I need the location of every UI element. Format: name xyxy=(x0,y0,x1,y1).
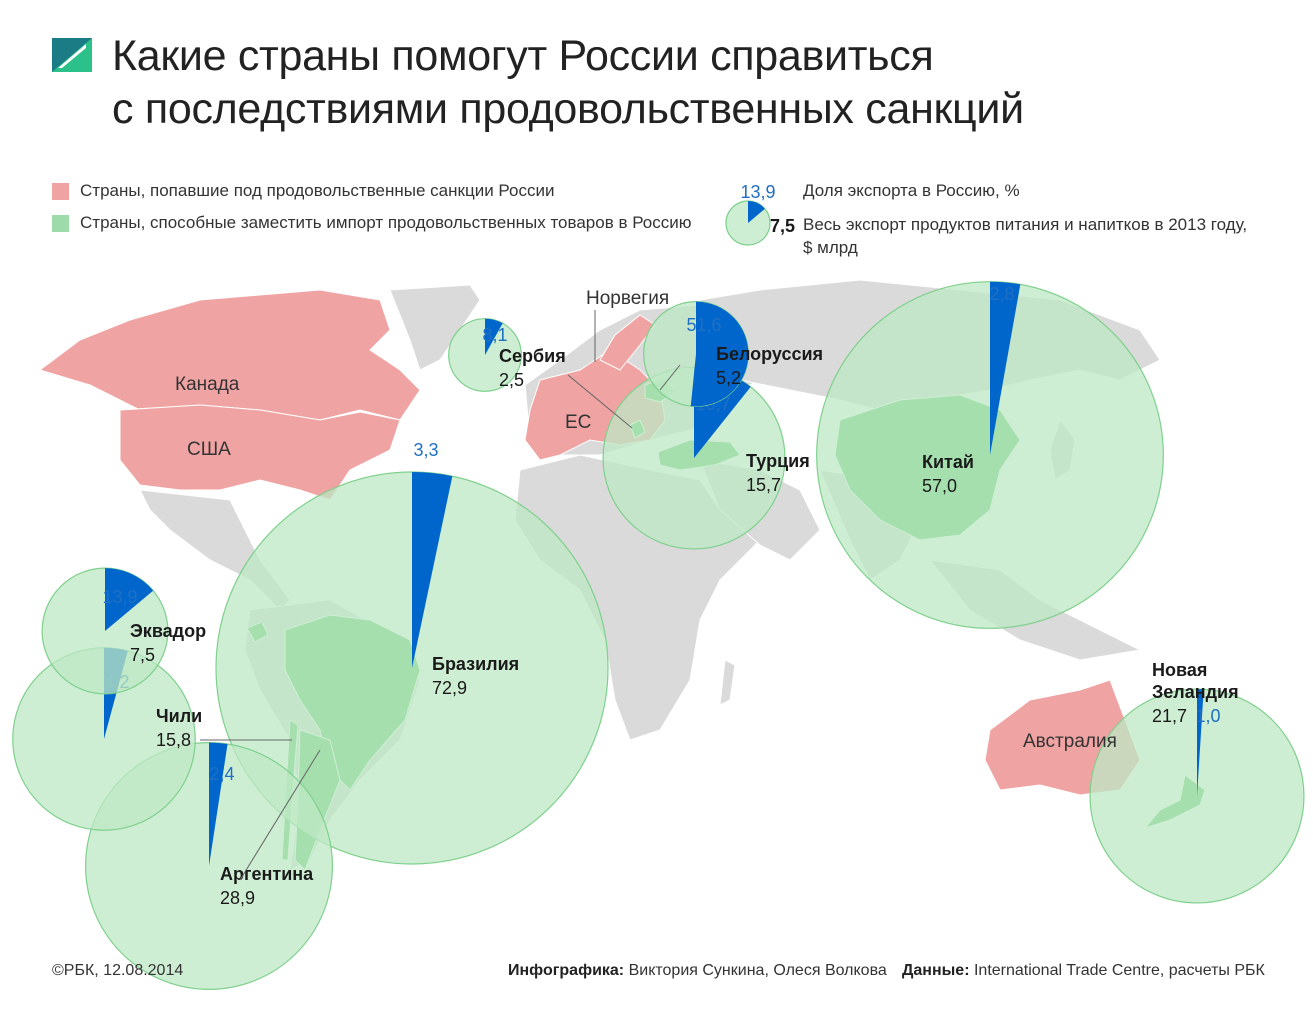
country-4-name-label: Чили xyxy=(156,706,202,726)
country-2-name-label: Аргентина xyxy=(220,864,314,884)
country-1-total-label: 57,0 xyxy=(922,476,957,496)
label-norway: Норвегия xyxy=(586,288,669,309)
argentina-leader xyxy=(239,749,321,881)
country-3-name-line2: Зеландия xyxy=(1152,682,1239,702)
madagascar-shape xyxy=(719,659,736,706)
title-line-1: Какие страны помогут России справиться xyxy=(112,32,934,80)
country-0-share-label: 3,3 xyxy=(413,440,438,460)
country-7-total-label: 5,2 xyxy=(716,368,741,388)
country-8-share-label: 8,1 xyxy=(482,325,507,345)
country-3-name-line1: Новая xyxy=(1152,660,1207,680)
country-8-share-slice xyxy=(485,318,503,355)
country-8-name-label: Сербия xyxy=(499,346,566,366)
sanctioned-regions xyxy=(38,289,1141,796)
export-bubbles: 3,3 Бразилия 72,9 2,8 Китай 57,0 2,4 Аргентина 2… xyxy=(12,281,1305,991)
country-3-share-slice xyxy=(1197,689,1204,796)
country-pie-5: 10,7Турция15,7 xyxy=(602,366,810,550)
country-8-total-label: 2,5 xyxy=(499,370,524,390)
country-2-total-label: 28,9 xyxy=(220,888,255,908)
country-pie-7: 51,6 Белоруссия 5,2 xyxy=(643,301,823,407)
legend-sample-pie: 13,9 7,5 xyxy=(725,182,795,246)
country-7-share-slice xyxy=(690,301,749,407)
legend-total-label-2: $ млрд xyxy=(803,238,858,257)
country-6-name-label: Эквадор xyxy=(130,621,206,641)
legend-substitute-label: Страны, способные заместить импорт продо… xyxy=(80,213,692,232)
legend-share-label: Доля экспорта в Россию, % xyxy=(803,181,1020,200)
country-3-total-label: 21,7 xyxy=(1152,706,1187,726)
title-line-2: с последствиями продовольственных санкци… xyxy=(112,85,1024,133)
legend-sanctioned-label: Страны, попавшие под продовольственные с… xyxy=(80,181,555,200)
substitute-swatch xyxy=(52,215,69,232)
label-usa: США xyxy=(187,439,231,460)
sanctioned-swatch xyxy=(52,183,69,200)
country-3-share-label: 1,0 xyxy=(1195,706,1220,726)
legend-sample-share: 13,9 xyxy=(740,182,775,202)
country-pie-6: 13,9 Эквадор 7,5 xyxy=(41,567,206,695)
country-5-name-label: Турция xyxy=(746,451,810,471)
country-0-name-label: Бразилия xyxy=(432,654,519,674)
region-labels: Канада США ЕС Норвегия Австралия xyxy=(175,288,1117,752)
copyright: ©РБК, 12.08.2014 xyxy=(52,962,184,979)
legend-sample-share-slice xyxy=(748,201,765,223)
serbia-leader xyxy=(567,374,633,429)
country-2-share-slice xyxy=(209,742,228,866)
credits-names: Виктория Сункина, Олеся Волкова xyxy=(628,962,887,979)
country-7-share-label: 51,6 xyxy=(686,315,721,335)
canada-shape xyxy=(38,289,421,421)
page-title: Какие страны помогут России справиться с… xyxy=(112,30,1262,136)
country-7-name-label: Белоруссия xyxy=(716,344,823,364)
legend-sample-total: 7,5 xyxy=(770,216,795,236)
label-australia: Австралия xyxy=(1023,731,1117,752)
country-6-total-label: 7,5 xyxy=(130,645,155,665)
country-4-total-label: 15,8 xyxy=(156,730,191,750)
country-2-share-label: 2,4 xyxy=(209,764,234,784)
country-0-total-label: 72,9 xyxy=(432,678,467,698)
country-pie-1: 2,8 Китай 57,0 xyxy=(816,281,1164,629)
country-1-share-label: 2,8 xyxy=(989,284,1014,304)
label-eu: ЕС xyxy=(565,412,591,433)
country-6-share-slice xyxy=(105,568,154,631)
country-pie-0: 3,3 Бразилия 72,9 xyxy=(215,440,609,865)
label-canada: Канада xyxy=(175,374,240,395)
credits-label: Инфографика: xyxy=(508,962,625,979)
leader-lines xyxy=(200,310,681,881)
country-1-name-label: Китай xyxy=(922,452,974,472)
credits: Инфографика: Виктория Сункина, Олеся Вол… xyxy=(508,962,887,980)
country-0-share-slice xyxy=(412,472,453,668)
country-5-total-label: 15,7 xyxy=(746,475,781,495)
country-6-share-label: 13,9 xyxy=(102,587,137,607)
country-1-share-slice xyxy=(990,281,1021,455)
source-text: International Trade Centre, расчеты РБК xyxy=(973,962,1265,979)
rbc-logo xyxy=(52,38,92,72)
belarus-leader xyxy=(659,364,681,391)
legend-total-label-1: Весь экспорт продуктов питания и напитко… xyxy=(803,215,1248,234)
usa-shape xyxy=(119,404,401,501)
source: Данные: International Trade Centre, расч… xyxy=(902,962,1265,980)
source-label: Данные: xyxy=(902,962,970,979)
